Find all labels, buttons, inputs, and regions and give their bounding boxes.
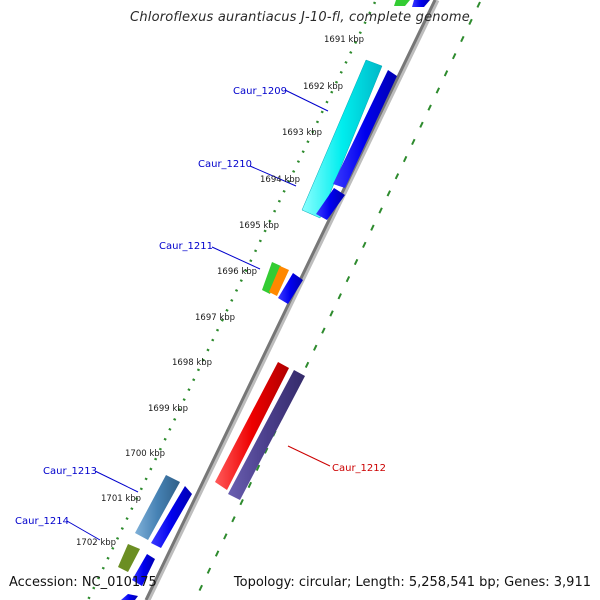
scale-label: 1691 kbp (324, 35, 364, 45)
gene-label-caur-1213[interactable]: Caur_1213 (43, 466, 97, 477)
gene-top-green (394, 0, 410, 6)
genome-title: Chloroflexus aurantiacus J-10-fl, comple… (130, 10, 470, 25)
scale-label: 1695 kbp (239, 221, 279, 231)
callout-line-1213 (94, 470, 139, 493)
inner-scale-line (86, 1, 377, 600)
gene-caur-1209 (301, 59, 383, 219)
scale-label: 1696 kbp (217, 267, 257, 277)
gene-label-caur-1214[interactable]: Caur_1214 (15, 516, 69, 527)
scale-label: 1701 kbp (101, 494, 141, 504)
gene-label-caur-1210[interactable]: Caur_1210 (198, 159, 252, 170)
gene-caur-1213 (135, 475, 180, 540)
genome-summary-text: Topology: circular; Length: 5,258,541 bp… (233, 575, 591, 590)
outer-scale-line (194, 1, 481, 600)
scale-label: 1697 kbp (195, 313, 235, 323)
callout-line-1214 (66, 520, 101, 541)
callout-line-1209 (284, 89, 329, 112)
gene-label-caur-1211[interactable]: Caur_1211 (159, 241, 213, 252)
scale-label: 1694 kbp (260, 175, 300, 185)
genome-backbone-shadow (145, 0, 440, 600)
scale-label: 1700 kbp (125, 449, 165, 459)
gene-forward-blue-3 (151, 486, 192, 548)
scale-label: 1692 kbp (303, 82, 343, 92)
scale-label: 1699 kbp (148, 404, 188, 414)
gene-top-blue (412, 0, 430, 7)
scale-label: 1702 kbp (76, 538, 116, 548)
gene-forward-blue-2 (278, 273, 303, 304)
gene-caur-1212 (215, 362, 289, 490)
callout-line-1210 (249, 165, 297, 187)
accession-text: Accession: NC_010175 (9, 575, 157, 590)
gene-bottom-blue (121, 594, 138, 600)
scale-label: 1693 kbp (282, 128, 322, 138)
callout-line-1211 (211, 246, 261, 270)
gene-label-caur-1212[interactable]: Caur_1212 (332, 463, 386, 474)
gene-caur-1214 (118, 544, 140, 572)
gene-caur-1210 (316, 188, 345, 220)
gene-forward-blue-1 (333, 70, 397, 188)
gene-caur-1211-orange (269, 266, 289, 296)
gene-caur-1211-green (262, 262, 281, 294)
scale-label: 1698 kbp (172, 358, 212, 368)
gene-purple (228, 370, 305, 500)
gene-label-caur-1209[interactable]: Caur_1209 (233, 86, 287, 97)
gene-forward-blue-4 (132, 554, 155, 586)
callout-line-1212 (287, 445, 331, 467)
